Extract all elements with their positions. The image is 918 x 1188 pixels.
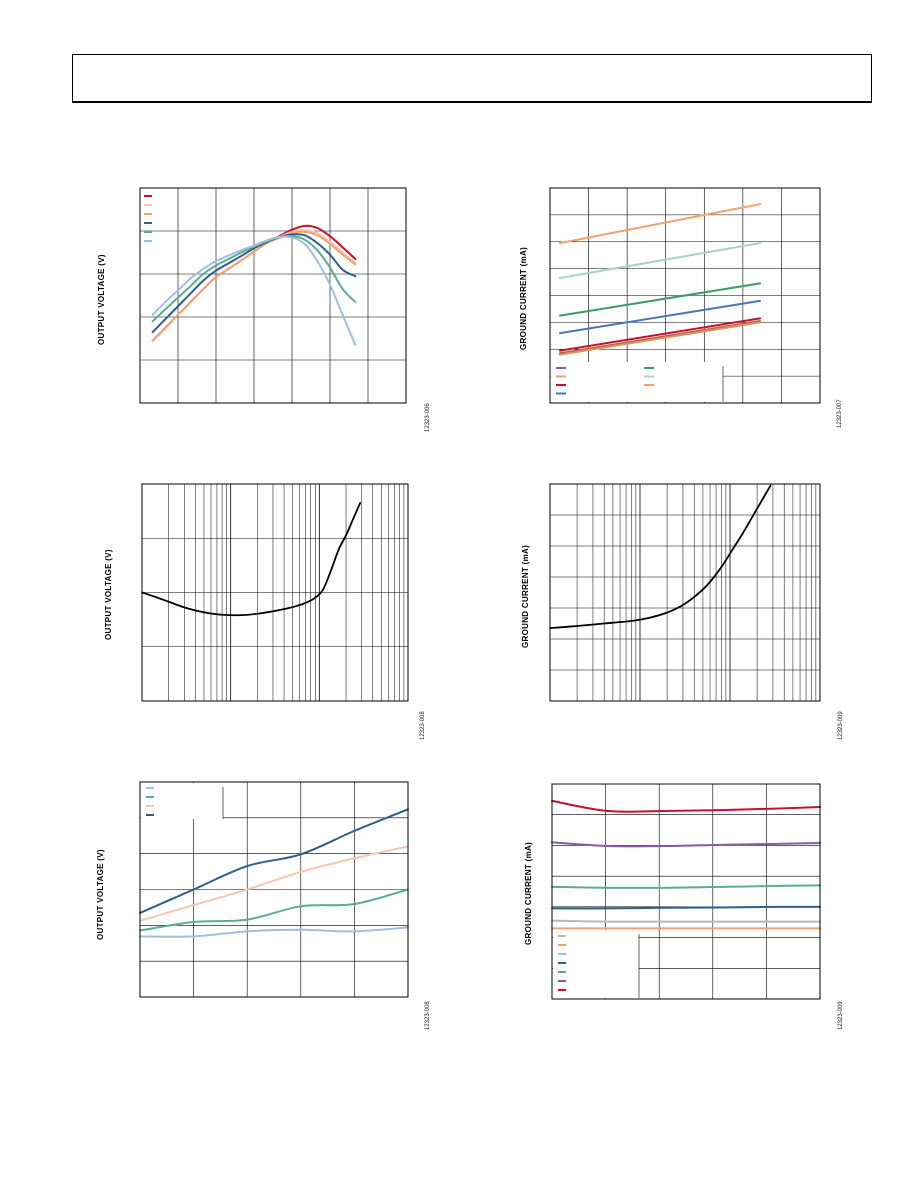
- plot-frame: [141, 483, 409, 702]
- series-group: [551, 799, 821, 930]
- series-line-3: [559, 282, 761, 317]
- y-axis-label: GROUND CURRENT (mA): [524, 841, 533, 945]
- legend-box: [551, 362, 723, 402]
- plot-frame: [551, 783, 821, 1000]
- series-group: [549, 484, 772, 630]
- legend-box: [553, 930, 639, 998]
- plot-frame: [549, 187, 821, 404]
- series-line-5: [559, 317, 761, 352]
- series-group: [141, 502, 362, 617]
- series-line-6: [559, 320, 761, 355]
- grid: [141, 484, 408, 701]
- series-line-3: [139, 845, 409, 922]
- page-header-box: [72, 54, 872, 103]
- series-line-2: [139, 888, 409, 932]
- series-line-1: [139, 926, 409, 938]
- series-line-2: [559, 242, 761, 280]
- legend-box: [141, 783, 223, 819]
- series-line-1: [141, 502, 362, 617]
- series-line-5: [551, 919, 821, 923]
- plot-frame: [139, 187, 407, 404]
- plot-frame: [139, 781, 409, 998]
- series-line-1: [549, 484, 772, 630]
- series-group: [559, 203, 761, 356]
- series-line-1: [551, 799, 821, 813]
- series-line-4: [551, 905, 821, 910]
- series-line-4: [139, 808, 409, 914]
- series-line-2: [551, 841, 821, 848]
- series-group: [151, 224, 357, 346]
- series-line-6: [151, 235, 357, 346]
- legend: [558, 935, 566, 991]
- grid: [140, 782, 408, 997]
- grid: [549, 484, 820, 701]
- series-line-7: [559, 321, 761, 356]
- legend: [146, 787, 154, 816]
- series-group: [139, 808, 409, 938]
- plot-frame: [549, 483, 821, 702]
- series-line-4: [559, 299, 761, 335]
- figure-id-label: 12323-009: [838, 1001, 844, 1030]
- series-line-3: [151, 230, 357, 342]
- grid: [140, 188, 406, 403]
- series-line-3: [551, 884, 821, 889]
- series-line-4: [151, 233, 357, 334]
- legend: [144, 195, 152, 242]
- series-line-1: [559, 203, 761, 245]
- legend: [556, 367, 654, 395]
